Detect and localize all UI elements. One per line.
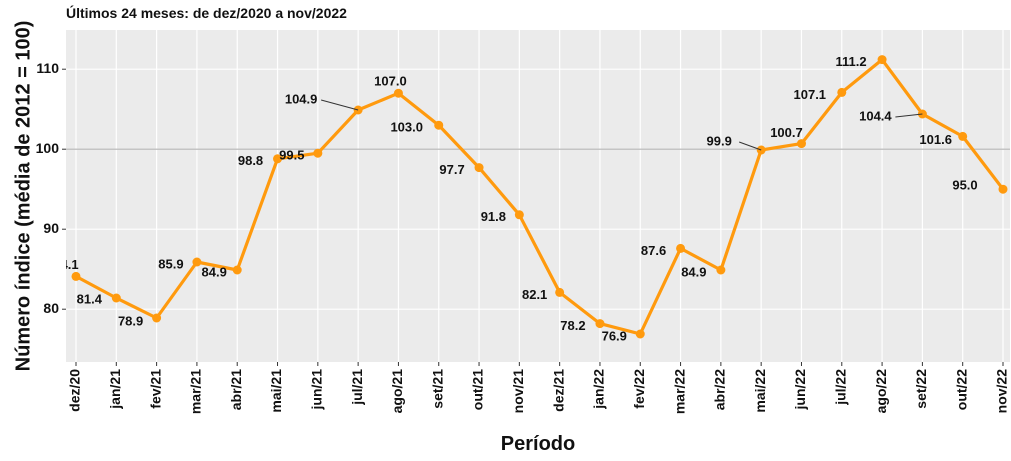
point (555, 287, 565, 297)
x-tick-label: jan/21 (107, 369, 123, 410)
point (595, 319, 605, 329)
x-tick-label: set/21 (429, 369, 445, 409)
data-label: 78.9 (118, 313, 143, 328)
point (676, 243, 686, 253)
x-tick-label: jul/21 (349, 369, 365, 406)
x-tick-label: mai/21 (268, 369, 284, 413)
data-label: 98.8 (238, 153, 263, 168)
data-label: 97.7 (439, 162, 464, 177)
x-tick-label: jun/21 (309, 369, 325, 411)
point (152, 313, 162, 323)
subtitle: Últimos 24 meses: de dez/2020 a nov/2022 (66, 4, 347, 21)
point (998, 184, 1008, 194)
data-label: 91.8 (481, 209, 506, 224)
x-tick-label: nov/21 (510, 369, 526, 414)
point (434, 120, 444, 130)
data-label: 95.0 (952, 178, 977, 193)
data-label: 103.0 (390, 120, 423, 135)
point (635, 329, 645, 339)
point (796, 139, 806, 149)
y-tick-label: 90 (43, 220, 59, 236)
label-connector (895, 113, 923, 118)
x-tick-label: dez/21 (550, 369, 566, 412)
point (111, 293, 121, 303)
data-label: 107.0 (374, 74, 407, 89)
point (232, 265, 242, 275)
data-label: 81.4 (77, 291, 103, 306)
x-tick-label: set/22 (913, 369, 929, 409)
label-connector (739, 141, 762, 151)
x-tick-label: out/21 (470, 369, 486, 410)
data-label: 87.6 (641, 243, 666, 258)
label-connector (320, 99, 359, 111)
data-label: 85.9 (158, 256, 183, 271)
data-label: 104.4 (859, 108, 892, 123)
x-tick-label: ago/21 (389, 369, 405, 414)
data-label: 99.9 (707, 133, 732, 148)
x-tick-label: out/22 (953, 369, 969, 410)
grid (66, 30, 1010, 362)
data-label: 84.9 (202, 264, 227, 279)
data-label: 101.6 (919, 132, 952, 147)
point (958, 131, 968, 141)
x-tick-label: dez/20 (67, 369, 83, 412)
plot-area: 84.1 81.4 78.9 85.9 84.9 98.8 99.5 104.9 107.0 10… (53, 54, 1008, 343)
panel (66, 30, 1010, 362)
data-label: 100.7 (770, 125, 803, 140)
axes: 80 90 100 110 dez/20 jan/21 fev/21 mar/21 abr/21… (36, 60, 1010, 414)
point (716, 265, 726, 275)
point (313, 148, 323, 158)
line (75, 57, 1005, 336)
data-label: 99.5 (279, 148, 304, 163)
x-tick-label: ago/22 (873, 369, 889, 414)
x-tick-label: abr/21 (228, 369, 244, 410)
point (474, 163, 484, 173)
point (273, 154, 283, 164)
y-tick-label: 80 (43, 300, 59, 316)
data-label: 82.1 (522, 287, 547, 302)
data-label: 84.1 (53, 257, 78, 272)
data-label: 104.9 (285, 91, 318, 106)
x-tick-label: jan/22 (591, 369, 607, 410)
data-label: 107.1 (794, 87, 827, 102)
x-tick-label: jun/22 (792, 369, 808, 411)
x-tick-label: fev/22 (631, 369, 647, 409)
x-tick-label: mai/22 (752, 369, 768, 413)
point (877, 55, 887, 65)
data-label: 84.9 (681, 264, 706, 279)
x-tick-label: abr/22 (712, 369, 728, 410)
x-tick-label: jul/22 (832, 369, 848, 406)
x-axis-title: Período (501, 433, 575, 455)
point (514, 210, 524, 220)
data-label: 76.9 (602, 328, 627, 343)
point (393, 88, 403, 98)
data-label: 78.2 (560, 318, 585, 333)
data-label: 111.2 (836, 54, 867, 69)
y-tick-label: 110 (36, 60, 59, 76)
x-tick-label: fev/21 (147, 369, 163, 409)
point (192, 257, 202, 267)
y-axis-title: Número índice (média de 2012 = 100) (12, 21, 34, 372)
point (71, 271, 81, 281)
x-tick-label: mar/21 (188, 369, 204, 414)
x-tick-label: nov/22 (994, 369, 1010, 414)
y-tick-label: 100 (36, 140, 60, 156)
point (837, 87, 847, 97)
x-tick-label: mar/22 (671, 369, 687, 414)
